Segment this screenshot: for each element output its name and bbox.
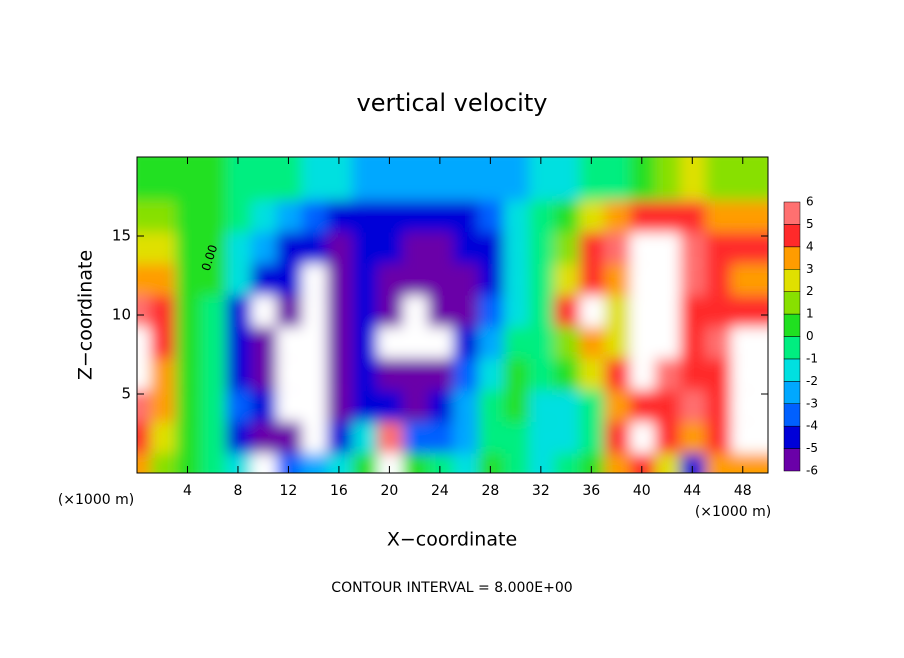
colorbar-label: 6 <box>806 195 814 209</box>
x-tick-label: 44 <box>683 483 701 499</box>
colorbar-band <box>783 269 801 292</box>
x-tick-label: 24 <box>431 483 449 499</box>
y-tick-label: 10 <box>112 306 131 324</box>
y-tick-label: 15 <box>112 227 131 245</box>
colorbar-band <box>783 201 801 225</box>
colorbar-label: -2 <box>806 374 818 388</box>
x-tick-label: 28 <box>481 483 499 499</box>
cells <box>137 157 768 473</box>
colorbar-label: 0 <box>806 329 814 343</box>
x-tick-label: 4 <box>183 483 192 499</box>
colorbar-label: 3 <box>806 262 814 276</box>
cell <box>730 157 768 201</box>
x-tick-label: 48 <box>734 483 752 499</box>
x-tick-label: 36 <box>582 483 600 499</box>
x-tick-label: 12 <box>280 483 298 499</box>
colorbar-label: 1 <box>806 307 814 321</box>
colorbar-band <box>783 358 801 382</box>
colorbar-label: -6 <box>806 464 818 478</box>
colorbar-band <box>783 448 801 472</box>
colorbar-label: -1 <box>806 351 818 365</box>
chart-title: vertical velocity <box>357 89 548 117</box>
x-axis-label: X−coordinate <box>387 529 517 551</box>
colorbar-band <box>783 425 801 449</box>
colorbar-band <box>783 381 801 405</box>
colorbar-label: -3 <box>806 396 818 410</box>
x-tick-label: 16 <box>330 483 348 499</box>
footer: CONTOUR INTERVAL = 8.000E+00 <box>331 580 572 596</box>
colorbar-band <box>783 313 801 337</box>
colorbar-label: -5 <box>806 441 818 455</box>
colorbar-band <box>783 246 801 270</box>
field <box>137 157 768 473</box>
x-tick-label: 32 <box>532 483 550 499</box>
colorbar-band <box>783 291 801 315</box>
colorbar-band <box>783 403 801 427</box>
x-tick-label: 20 <box>380 483 398 499</box>
y-axis-label: Z−coordinate <box>75 250 97 380</box>
colorbar-band <box>783 336 801 360</box>
colorbar-label: 2 <box>806 284 814 298</box>
colorbar-label: -4 <box>806 419 818 433</box>
x-tick-label: 8 <box>233 483 242 499</box>
colorbar-label: 5 <box>806 217 814 231</box>
y-tick-label: 5 <box>121 385 131 403</box>
x-unit-label: (×1000 m) <box>695 504 771 520</box>
colorbar-label: 4 <box>806 239 814 253</box>
x-tick-label: 40 <box>633 483 651 499</box>
x-unit-label: (×1000 m) <box>58 492 134 508</box>
colorbar-band <box>783 224 801 248</box>
